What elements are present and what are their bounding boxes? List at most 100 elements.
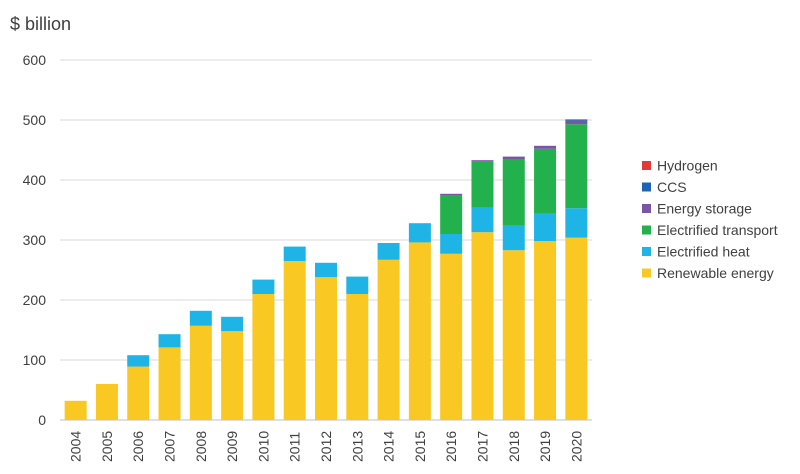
legend-swatch-electrified-transport: [642, 225, 651, 235]
bar-electrified-heat-2014: [377, 243, 400, 260]
legend-label-electrified-transport: Electrified transport: [657, 222, 778, 238]
bar-energy-storage-2018: [502, 156, 525, 160]
y-tick-label: 200: [23, 292, 47, 308]
bar-electrified-heat-2018: [502, 225, 525, 251]
y-tick-label: 0: [38, 412, 46, 428]
y-tick-label: 600: [23, 52, 47, 68]
x-tick-label: 2010: [255, 431, 271, 462]
y-tick-label: 500: [23, 112, 47, 128]
x-tick-label: 2007: [162, 431, 178, 462]
x-tick-label: 2014: [381, 431, 397, 462]
bar-electrified-heat-2010: [252, 279, 275, 294]
bar-electrified-heat-2015: [408, 223, 431, 243]
bar-electrified-heat-2011: [283, 246, 306, 261]
x-tick-label: 2019: [537, 431, 553, 462]
bar-energy-storage-2019: [534, 145, 557, 149]
bar-electrified-heat-2008: [189, 310, 212, 326]
bar-electrified-heat-2009: [221, 316, 244, 332]
bar-renewable-energy-2018: [502, 250, 525, 420]
bar-electrified-transport-2016: [440, 195, 463, 234]
legend-swatch-hydrogen: [642, 161, 651, 170]
bar-electrified-heat-2016: [440, 234, 463, 254]
bar-electrified-heat-2017: [471, 207, 494, 233]
bar-renewable-energy-2007: [158, 347, 181, 420]
bar-stack-2012: [315, 262, 337, 420]
legend-label-energy-storage: Energy storage: [657, 201, 752, 217]
x-tick-label: 2015: [412, 431, 428, 462]
bar-stack-2019: [534, 145, 557, 420]
bar-stack-2016: [440, 193, 463, 420]
bar-ccs-2020: [565, 119, 588, 121]
bar-energy-storage-2020: [565, 120, 588, 125]
x-tick-label: 2004: [68, 431, 84, 462]
bar-electrified-heat-2006: [127, 355, 150, 367]
x-tick-label: 2005: [99, 431, 115, 462]
bar-electrified-transport-2017: [471, 161, 494, 208]
bar-electrified-heat-2007: [158, 334, 181, 348]
bar-renewable-energy-2012: [315, 277, 337, 420]
legend-label-hydrogen: Hydrogen: [657, 158, 718, 174]
bar-renewable-energy-2010: [252, 294, 275, 420]
bar-stack-2004: [64, 400, 87, 420]
bar-electrified-transport-2018: [502, 159, 525, 226]
y-tick-label: 400: [23, 172, 47, 188]
x-tick-label: 2009: [224, 431, 240, 462]
bar-renewable-energy-2013: [346, 294, 369, 420]
bar-renewable-energy-2020: [565, 237, 588, 420]
legend-label-renewable-energy: Renewable energy: [657, 265, 774, 281]
bar-stack-2018: [502, 156, 525, 420]
bar-stack-2011: [283, 246, 306, 420]
x-tick-label: 2016: [443, 431, 459, 462]
bar-stack-2005: [95, 384, 118, 420]
x-tick-label: 2008: [193, 431, 209, 462]
x-tick-label: 2013: [349, 431, 365, 462]
bar-electrified-heat-2019: [534, 213, 557, 242]
x-tick-label: 2018: [506, 431, 522, 462]
bar-stack-2014: [377, 243, 400, 420]
bar-stack-2013: [346, 276, 369, 420]
bar-renewable-energy-2014: [377, 259, 400, 420]
bar-electrified-heat-2012: [315, 262, 337, 278]
bar-renewable-energy-2011: [283, 261, 306, 420]
x-tick-label: 2012: [318, 431, 334, 462]
legend-label-electrified-heat: Electrified heat: [657, 244, 750, 260]
x-tick-label: 2011: [287, 432, 303, 462]
bar-stack-2020: [565, 119, 588, 420]
bar-renewable-energy-2005: [95, 384, 118, 420]
x-tick-label: 2020: [568, 431, 584, 462]
bar-renewable-energy-2004: [64, 400, 87, 420]
bar-stack-2009: [221, 316, 244, 420]
y-axis-unit-label: $ billion: [10, 14, 71, 34]
bar-renewable-energy-2015: [408, 242, 431, 420]
bar-stack-2007: [158, 334, 181, 420]
legend-label-ccs: CCS: [657, 179, 687, 195]
bar-electrified-heat-2020: [565, 208, 588, 238]
x-tick-label: 2017: [474, 431, 490, 462]
y-tick-label: 300: [23, 232, 47, 248]
bar-renewable-energy-2009: [221, 331, 244, 420]
bar-renewable-energy-2016: [440, 253, 463, 420]
bar-stack-2008: [189, 310, 212, 420]
bar-electrified-transport-2019: [534, 148, 557, 214]
legend: Hydrogen CCS Energy storage Electrified tra…: [642, 158, 778, 281]
legend-swatch-energy-storage: [642, 204, 651, 213]
bar-renewable-energy-2019: [534, 241, 557, 420]
bars: [64, 119, 588, 420]
bar-electrified-heat-2013: [346, 276, 369, 294]
legend-swatch-electrified-heat: [642, 247, 651, 256]
bar-renewable-energy-2008: [189, 325, 212, 420]
bar-renewable-energy-2006: [127, 366, 150, 420]
bar-renewable-energy-2017: [471, 232, 494, 420]
bar-stack-2010: [252, 279, 275, 420]
bar-stack-2006: [127, 355, 150, 420]
y-axis-ticks: 0 100 200 300 400 500 600: [23, 52, 47, 428]
bar-stack-2017: [471, 160, 494, 420]
bar-energy-storage-2016: [440, 193, 463, 195]
x-tick-label: 2006: [130, 431, 146, 462]
bar-stack-2015: [408, 223, 431, 420]
y-tick-label: 100: [23, 352, 47, 368]
legend-swatch-ccs: [642, 182, 651, 192]
legend-swatch-renewable-energy: [642, 268, 651, 278]
